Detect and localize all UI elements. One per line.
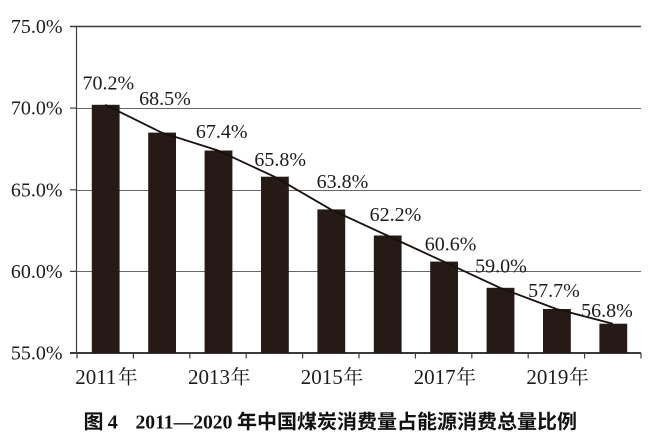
svg-text:59.0%: 59.0% <box>475 256 527 278</box>
svg-text:65.8%: 65.8% <box>254 149 306 171</box>
svg-text:2013: 2013 <box>188 365 230 389</box>
svg-text:4: 4 <box>108 412 118 434</box>
svg-text:65.0%: 65.0% <box>11 179 63 201</box>
svg-text:2019: 2019 <box>526 365 568 389</box>
svg-text:2011—2020: 2011—2020 <box>136 413 233 434</box>
svg-text:2017: 2017 <box>414 365 456 389</box>
svg-text:57.7%: 57.7% <box>528 280 580 302</box>
svg-text:55.0%: 55.0% <box>11 343 63 365</box>
svg-text:2015: 2015 <box>301 365 343 389</box>
svg-text:70.0%: 70.0% <box>11 98 63 120</box>
svg-text:62.2%: 62.2% <box>370 204 422 226</box>
svg-text:60.0%: 60.0% <box>11 261 63 283</box>
svg-text:56.8%: 56.8% <box>581 300 633 322</box>
svg-text:67.4%: 67.4% <box>196 121 248 143</box>
svg-text:2011: 2011 <box>75 365 116 389</box>
svg-text:70.2%: 70.2% <box>82 73 134 95</box>
svg-text:60.6%: 60.6% <box>425 234 477 256</box>
svg-text:63.8%: 63.8% <box>317 171 369 193</box>
svg-text:75.0%: 75.0% <box>11 16 63 38</box>
svg-text:68.5%: 68.5% <box>139 88 191 110</box>
